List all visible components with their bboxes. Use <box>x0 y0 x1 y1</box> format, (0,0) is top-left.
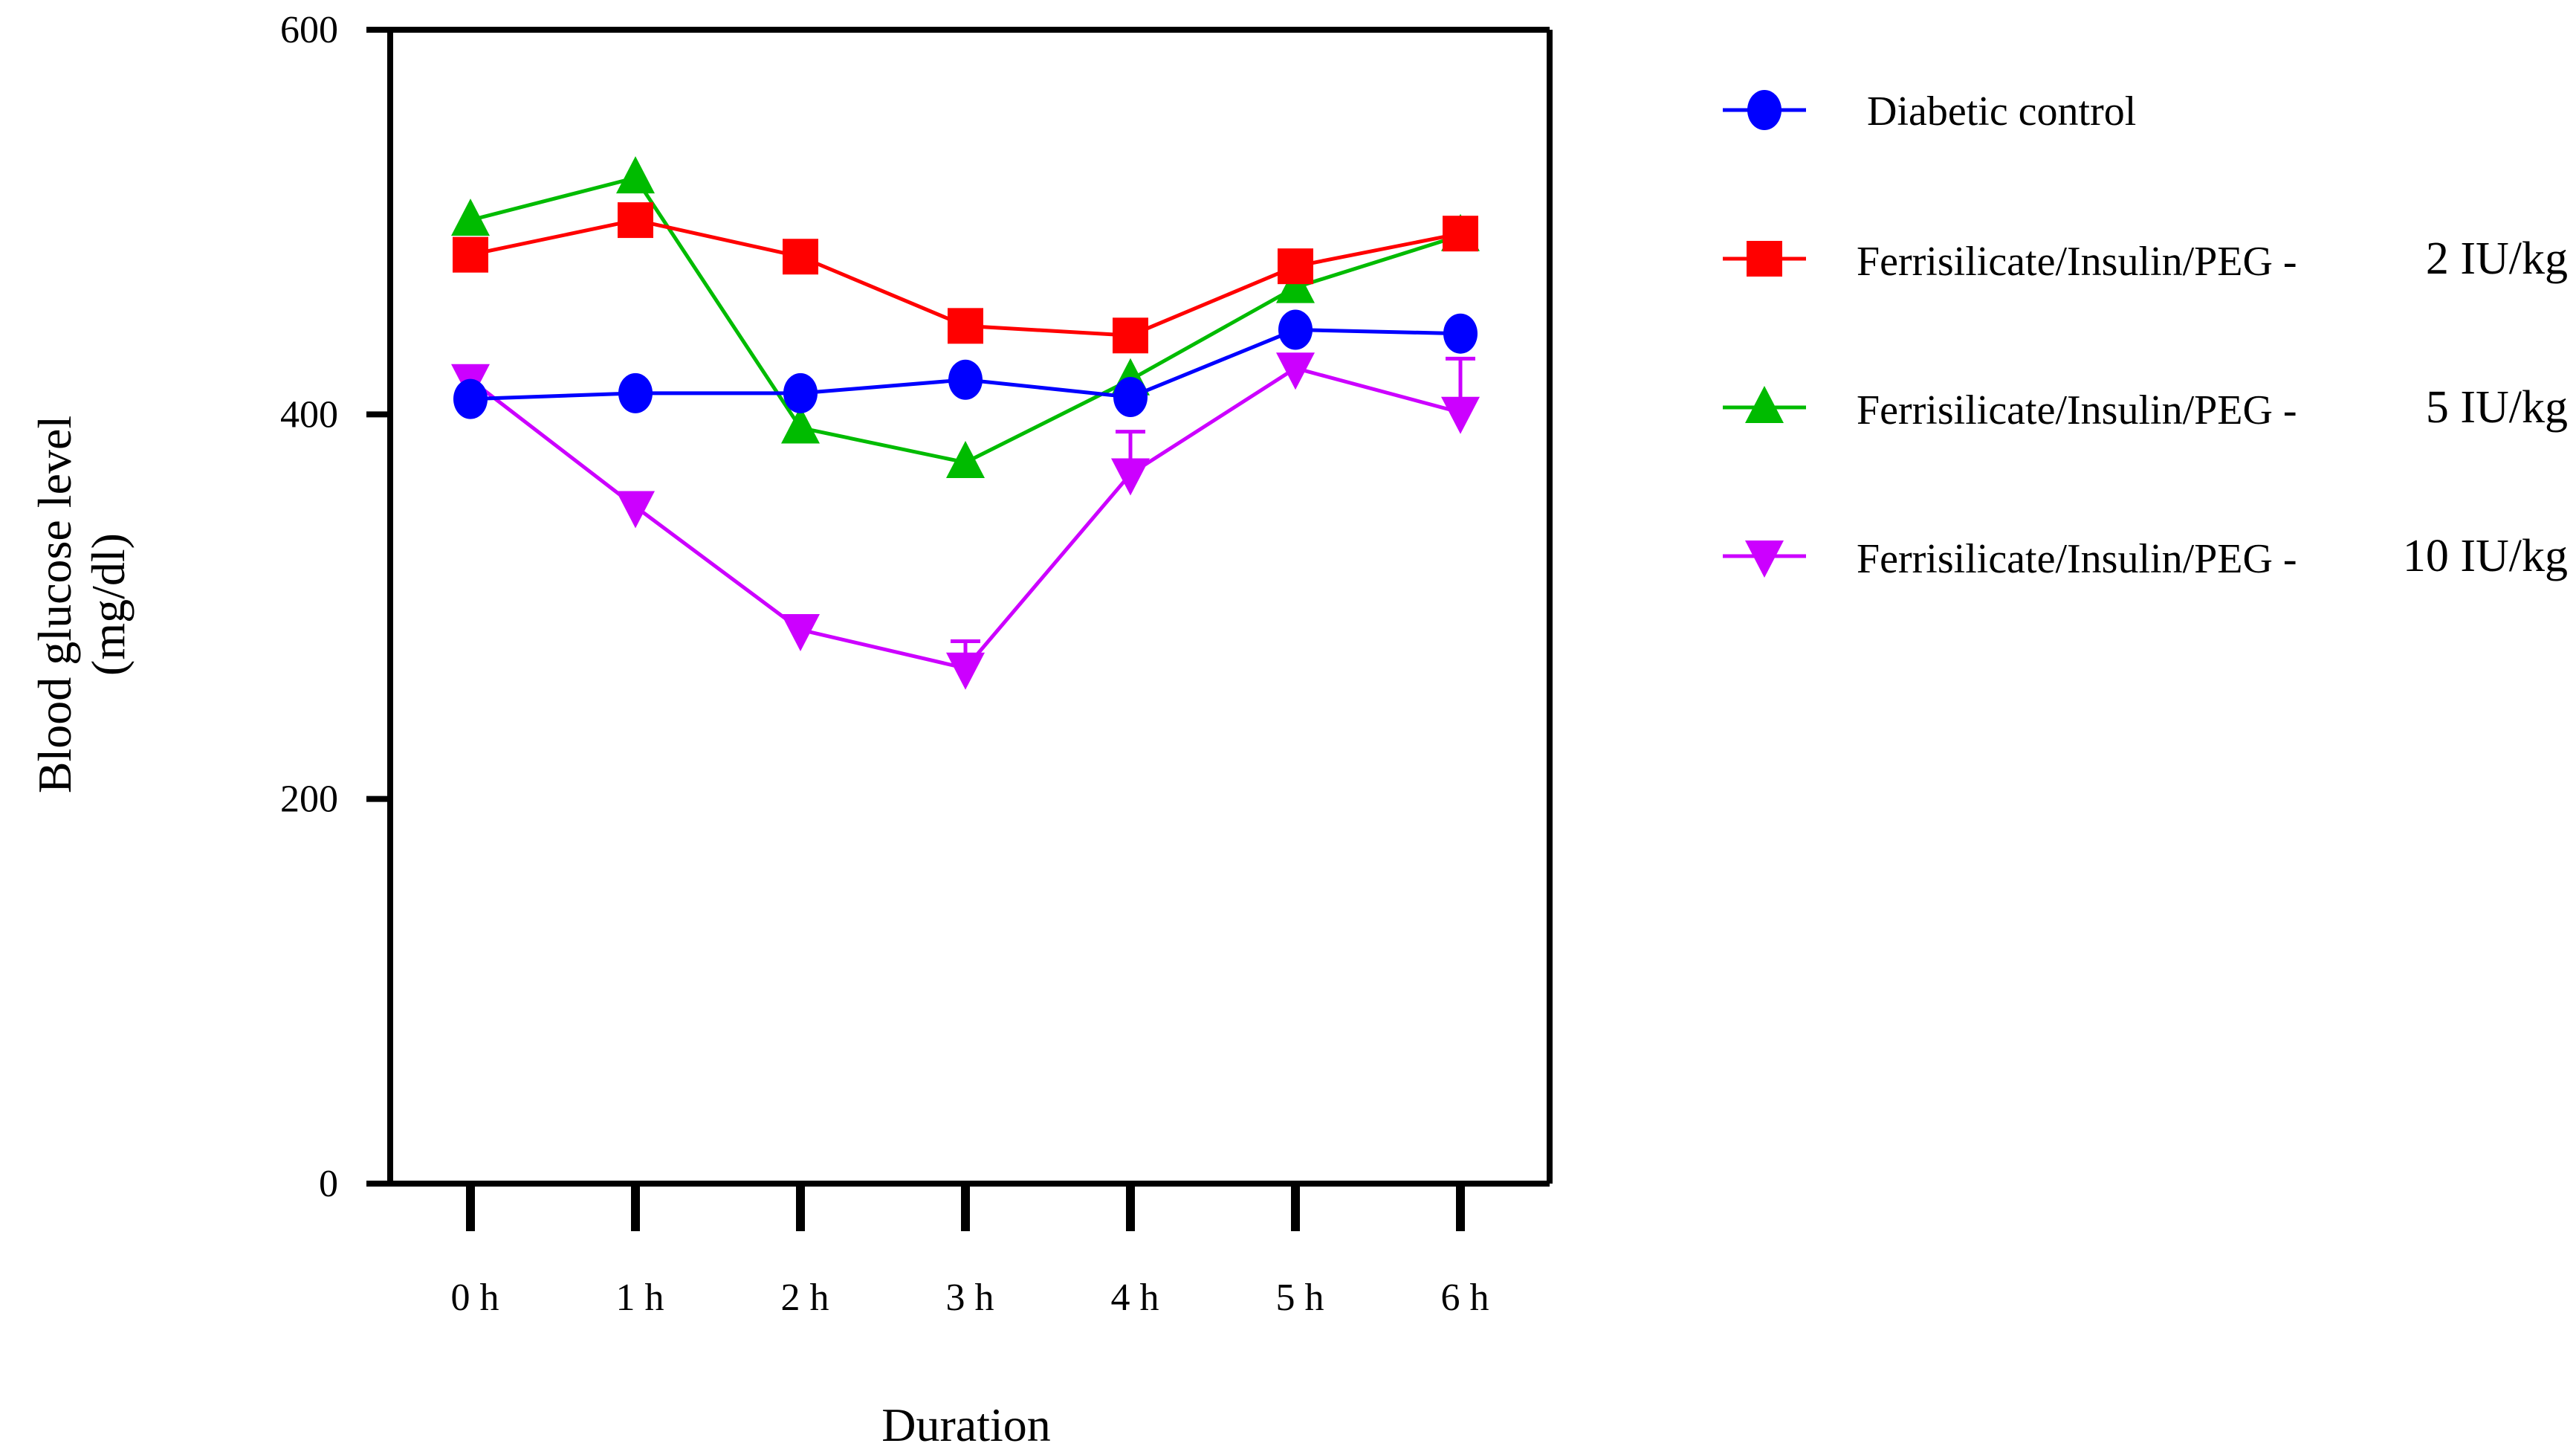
legend-entry-1: Ferrisilicate/Insulin/PEG - 2 IU/kg <box>1723 233 2568 285</box>
data-point <box>781 406 820 444</box>
legend-label: Ferrisilicate/Insulin/PEG - <box>1857 239 2297 285</box>
y-axis-title-line-2: (mg/dl) <box>82 533 135 676</box>
data-point <box>783 372 818 413</box>
x-axis-ticks: 0 h 1 h 2 h 3 h 4 h 5 h 6 h <box>451 1184 1489 1319</box>
data-point <box>1443 216 1478 252</box>
x-tick-label: 2 h <box>781 1277 829 1319</box>
data-point <box>946 652 985 690</box>
legend-dose: 10 IU/kg <box>2403 531 2568 581</box>
y-tick-label: 600 <box>280 9 338 51</box>
data-point <box>1443 313 1478 354</box>
x-tick-label: 1 h <box>616 1277 664 1319</box>
x-tick-label: 3 h <box>946 1277 994 1319</box>
data-point <box>1111 458 1150 496</box>
data-point <box>451 199 490 236</box>
data-point <box>1278 248 1313 285</box>
data-point <box>616 491 655 529</box>
y-tick-label: 400 <box>280 393 338 436</box>
data-point <box>1113 317 1148 354</box>
x-tick-label: 5 h <box>1276 1277 1324 1319</box>
series-0 <box>453 309 1478 419</box>
data-point <box>618 202 653 239</box>
x-tick-label: 4 h <box>1111 1277 1159 1319</box>
data-point <box>618 372 653 413</box>
legend-swatch-marker <box>1747 241 1782 277</box>
y-axis-title-line-1: Blood glucose level <box>28 416 81 793</box>
series-line <box>469 366 1461 671</box>
data-point <box>616 156 655 194</box>
data-point <box>783 239 818 275</box>
series-1 <box>453 202 1478 354</box>
data-point <box>781 614 820 652</box>
y-axis-title: Blood glucose level (mg/dl) <box>28 416 135 793</box>
data-point <box>453 378 488 419</box>
legend-entry-0: Diabetic control <box>1723 88 2136 135</box>
legend-label: Diabetic control <box>1867 88 2136 135</box>
x-tick-label: 6 h <box>1441 1277 1489 1319</box>
legend-entry-2: Ferrisilicate/Insulin/PEG - 5 IU/kg <box>1723 382 2568 433</box>
data-point <box>453 236 488 273</box>
series-layer <box>451 156 1480 690</box>
data-point <box>948 308 983 344</box>
data-point <box>1441 396 1480 434</box>
y-tick-label: 200 <box>280 778 338 821</box>
legend-entry-3: Ferrisilicate/Insulin/PEG - 10 IU/kg <box>1723 531 2568 582</box>
x-tick-label: 0 h <box>451 1277 499 1319</box>
x-axis-title: Duration <box>881 1398 1051 1451</box>
y-axis-ticks: 0 200 400 600 <box>280 9 390 1205</box>
legend-label: Ferrisilicate/Insulin/PEG - <box>1857 387 2297 433</box>
axes <box>387 27 1553 1187</box>
legend: Diabetic control Ferrisilicate/Insulin/PE… <box>1723 88 2568 582</box>
legend-dose: 5 IU/kg <box>2426 382 2568 433</box>
legend-swatch-marker <box>1747 90 1781 130</box>
data-point <box>1278 309 1313 350</box>
series-3 <box>451 352 1480 690</box>
legend-label: Ferrisilicate/Insulin/PEG - <box>1857 536 2297 582</box>
data-point <box>1276 352 1315 390</box>
y-tick-label: 0 <box>319 1163 338 1205</box>
data-point <box>1276 265 1315 303</box>
legend-swatch-marker <box>1745 541 1784 578</box>
data-point <box>946 441 985 478</box>
legend-swatch-marker <box>1745 386 1784 423</box>
data-point <box>948 359 983 400</box>
data-point <box>1113 377 1148 418</box>
legend-dose: 2 IU/kg <box>2426 233 2568 284</box>
